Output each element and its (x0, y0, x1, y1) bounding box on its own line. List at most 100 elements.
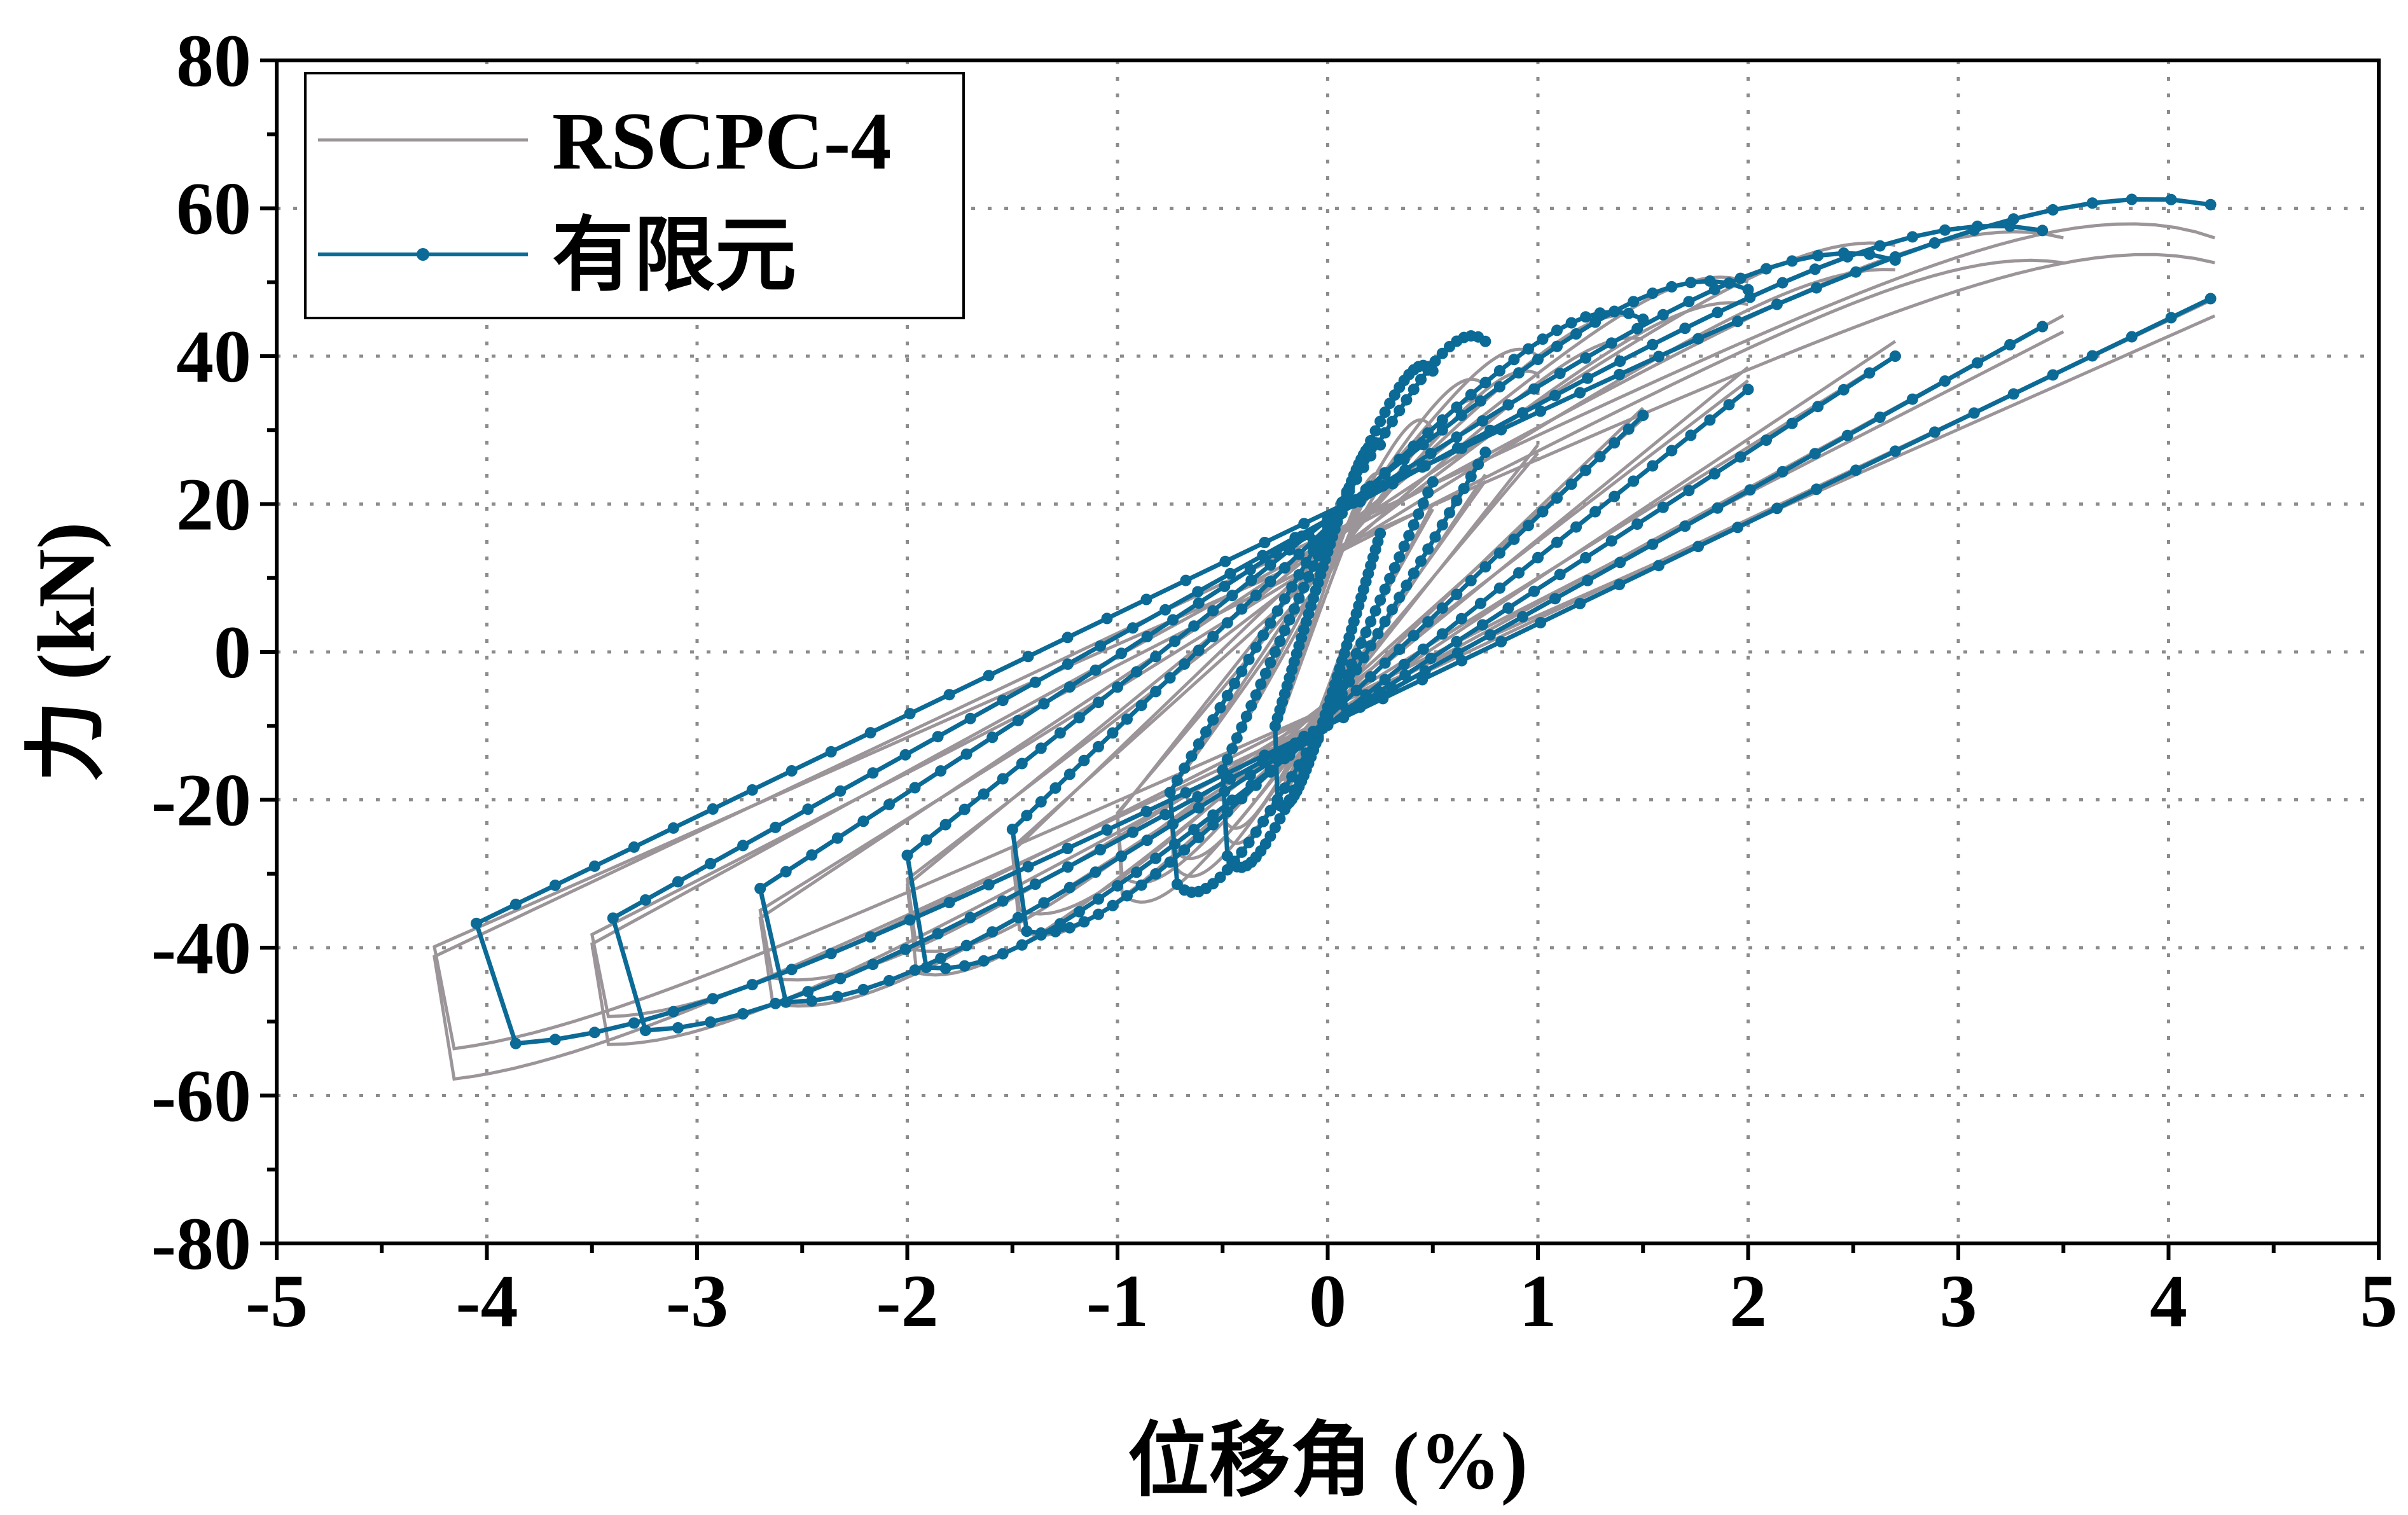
fem-point (1107, 727, 1119, 739)
fem-point (899, 943, 911, 955)
fem-point (986, 926, 999, 938)
fem-point (1121, 713, 1133, 725)
fem-point (1422, 487, 1434, 499)
fem-point (1016, 939, 1028, 951)
fem-point (958, 960, 971, 972)
fem-point (1647, 338, 1659, 350)
x-tick-label: 5 (2360, 1259, 2398, 1343)
fem-point (1193, 597, 1205, 609)
fem-point (1038, 897, 1050, 909)
fem-point (1427, 476, 1439, 488)
fem-point (737, 1008, 749, 1020)
fem-point (1776, 277, 1789, 289)
fem-point (1465, 471, 1477, 483)
fem-point (1022, 651, 1034, 663)
fem-point (1456, 442, 1468, 454)
fem-point (1169, 838, 1181, 850)
fem-point (964, 911, 976, 924)
fem-point (1744, 484, 1756, 496)
fem-point (1513, 567, 1525, 579)
fem-point (1683, 485, 1695, 497)
fem-point (1889, 350, 1901, 362)
fem-point (1771, 502, 1783, 515)
fem-point (1245, 779, 1257, 791)
fem-point (1278, 782, 1290, 794)
series-fem (471, 193, 2217, 1049)
fem-point (1422, 616, 1434, 628)
fem-point (1035, 796, 1047, 808)
fem-point (2204, 198, 2217, 211)
fem-point (1570, 521, 1582, 533)
fem-point (1704, 414, 1716, 426)
fem-point (1388, 389, 1401, 401)
fem-point (1417, 497, 1429, 509)
fem-point (1712, 502, 1724, 514)
fem-point (2086, 350, 2098, 362)
fem-point (943, 897, 955, 908)
fem-loop (610, 223, 2044, 1033)
fem-point (1589, 506, 1602, 518)
fem-point (1236, 721, 1248, 733)
fem-point (1850, 464, 1862, 476)
fem-point (1812, 401, 1824, 413)
fem-point (1425, 448, 1437, 459)
fem-point (867, 958, 879, 971)
legend-label-rscpc4: RSCPC-4 (552, 96, 891, 186)
fem-point (1029, 676, 1041, 688)
fem-point (1360, 626, 1372, 639)
fem-point (1073, 906, 1085, 918)
fem-point (1257, 815, 1270, 827)
fem-point (1647, 538, 1659, 550)
fem-point (1614, 579, 1626, 591)
fem-point (1054, 918, 1066, 930)
fem-point (1451, 635, 1463, 647)
fem-point (2086, 197, 2098, 209)
fem-point (1744, 291, 1756, 303)
fem-point (1101, 612, 1113, 625)
fem-point (1338, 499, 1350, 511)
fem-point (1207, 819, 1219, 831)
fem-point (1090, 866, 1102, 878)
fem-point (834, 972, 847, 985)
fem-point (1303, 571, 1315, 583)
fem-point (1167, 614, 1179, 626)
fem-point (857, 983, 869, 995)
fem-point (1179, 762, 1191, 774)
fem-point (932, 928, 944, 940)
rscpc4-loop-repeat (432, 253, 2216, 1051)
fem-point (1841, 429, 1853, 441)
y-tick-label: 40 (176, 315, 251, 398)
fem-point (1379, 406, 1391, 419)
fem-point (1415, 373, 1427, 385)
fem-point (1095, 640, 1106, 652)
fem-point (1609, 305, 1621, 317)
fem-point (667, 1006, 679, 1018)
fem-point (1259, 749, 1271, 761)
fem-point (1416, 461, 1429, 473)
legend-label-fem: 有限元 (552, 211, 796, 301)
fem-point (2047, 204, 2059, 216)
fem-point (904, 914, 916, 926)
fem-point (1021, 925, 1033, 937)
x-tick-labels: -5 -4 -3 -2 -1 0 1 2 3 4 5 (246, 1259, 2398, 1343)
fem-point (1517, 611, 1528, 623)
fem-point (1444, 507, 1455, 519)
rscpc4-loop-repeat (590, 258, 2065, 1019)
fem-point (1264, 830, 1277, 842)
fem-point (1269, 822, 1281, 834)
fem-point (1226, 794, 1238, 806)
fem-point (1465, 574, 1477, 586)
fem-point (1928, 426, 1941, 438)
fem-point (1493, 582, 1505, 594)
x-tick-label: -2 (876, 1259, 938, 1343)
fem-point (1164, 672, 1176, 684)
fem-point (1284, 794, 1296, 806)
fem-point (1476, 415, 1488, 427)
fem-point (1369, 605, 1381, 617)
fem-point (1679, 520, 1691, 532)
fem-point (1628, 296, 1640, 308)
fem-point (1141, 630, 1153, 642)
fem-point (958, 803, 971, 815)
fem-point (935, 765, 947, 777)
y-tick-label: 60 (176, 167, 251, 251)
